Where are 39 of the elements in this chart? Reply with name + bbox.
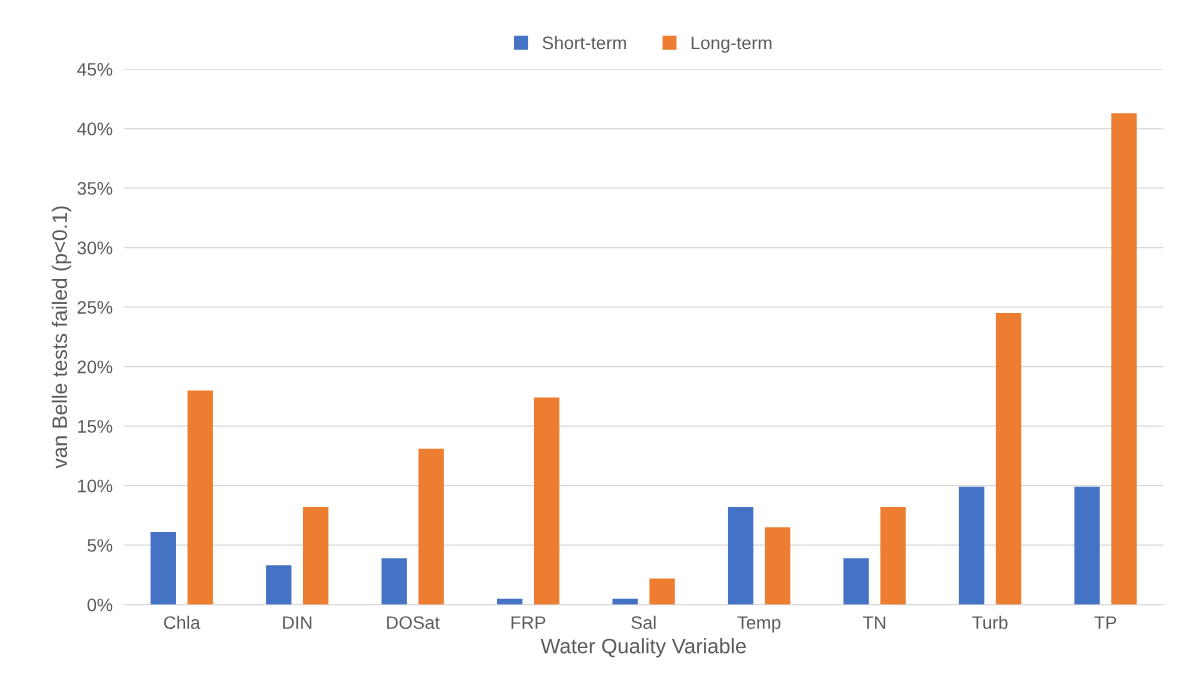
x-tick-label: DIN bbox=[283, 616, 312, 629]
y-tick-label: 15% bbox=[78, 420, 113, 433]
bar bbox=[880, 507, 906, 605]
bar bbox=[381, 558, 407, 605]
y-tick-label: 35% bbox=[77, 182, 113, 195]
legend-label: Long-term bbox=[691, 36, 772, 53]
legend-label: Short-term bbox=[542, 36, 626, 50]
bar bbox=[764, 527, 791, 605]
y-tick-label: 45% bbox=[77, 63, 113, 76]
y-tick-label: 0% bbox=[87, 598, 113, 612]
x-tick-label: Temp bbox=[737, 616, 781, 633]
bar bbox=[1111, 113, 1137, 605]
bar bbox=[187, 390, 213, 605]
x-tick-label: Sal bbox=[631, 615, 656, 629]
bar bbox=[533, 397, 560, 605]
bar bbox=[995, 313, 1022, 605]
bar bbox=[266, 565, 292, 605]
y-tick-label: 10% bbox=[78, 479, 113, 493]
x-tick-label: TP bbox=[1094, 616, 1117, 629]
y-axis-title: van Belle tests failed (p<0.1) bbox=[51, 206, 72, 469]
bar bbox=[418, 448, 444, 605]
y-tick-label: 20% bbox=[77, 360, 113, 374]
y-tick-label: 5% bbox=[87, 539, 113, 552]
x-tick-label: Chla bbox=[164, 615, 201, 629]
bar bbox=[1074, 486, 1100, 605]
x-axis-title: Water Quality Variable bbox=[540, 638, 746, 658]
y-tick-label: 25% bbox=[77, 301, 113, 314]
bar bbox=[649, 578, 675, 605]
x-tick-label: TN bbox=[862, 616, 886, 629]
bar bbox=[843, 558, 869, 605]
bar bbox=[727, 507, 754, 605]
y-tick-label: 30% bbox=[77, 241, 113, 255]
x-tick-label: DOSat bbox=[387, 616, 440, 629]
y-tick-label: 40% bbox=[77, 122, 113, 136]
x-tick-label: FRP bbox=[511, 616, 546, 629]
x-tick-label: Turb bbox=[972, 615, 1008, 629]
bar bbox=[958, 486, 985, 605]
bar bbox=[302, 507, 329, 605]
bar bbox=[150, 532, 176, 605]
